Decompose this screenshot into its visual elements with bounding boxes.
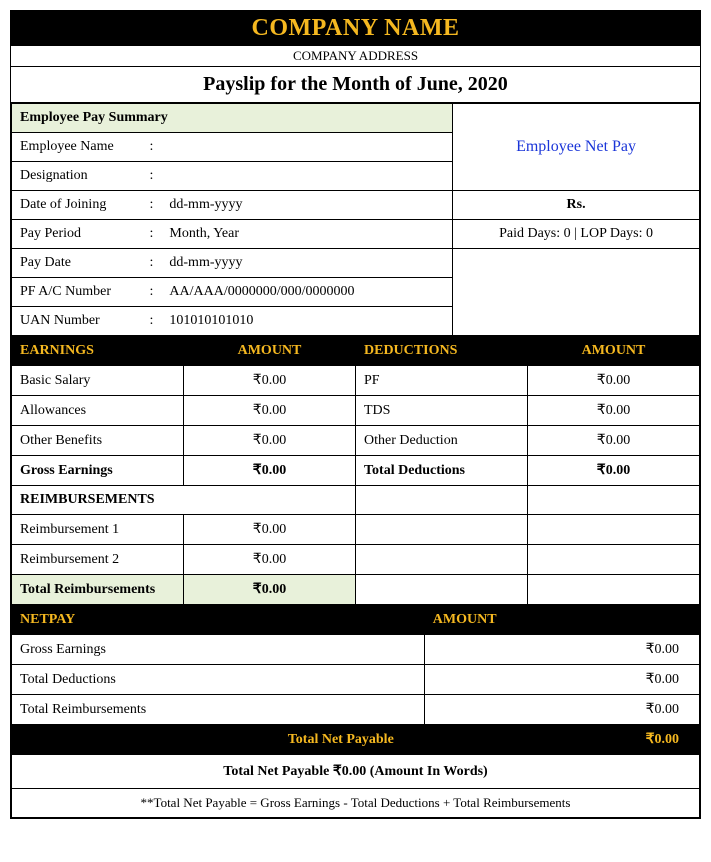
earnings-header: EARNINGS <box>12 337 184 366</box>
pay-date-label: Pay Date <box>12 249 142 278</box>
pay-period-label: Pay Period <box>12 220 142 249</box>
pf-value: AA/AAA/0000000/000/0000000 <box>161 278 452 307</box>
total-reimb-amount: ₹0.00 <box>184 575 356 605</box>
np-gross-amount: ₹0.00 <box>424 635 699 665</box>
deductions-amount-header: AMOUNT <box>528 337 700 366</box>
pf-ded-amount: ₹0.00 <box>528 366 700 396</box>
gross-earnings-amount: ₹0.00 <box>184 456 356 486</box>
np-gross-label: Gross Earnings <box>12 635 425 665</box>
designation-value <box>161 162 452 191</box>
netpay-amount-header: AMOUNT <box>424 606 699 635</box>
doj-value: dd-mm-yyyy <box>161 191 452 220</box>
np-ded-label: Total Deductions <box>12 665 425 695</box>
uan-label: UAN Number <box>12 307 142 336</box>
total-net-payable-amount: ₹0.00 <box>424 725 699 755</box>
formula-note: **Total Net Payable = Gross Earnings - T… <box>12 789 700 818</box>
designation-label: Designation <box>12 162 142 191</box>
company-name-header: COMPANY NAME <box>11 11 700 46</box>
payslip-document: COMPANY NAME COMPANY ADDRESS Payslip for… <box>10 10 701 819</box>
basic-salary-label: Basic Salary <box>12 366 184 396</box>
total-net-payable-label: Total Net Payable <box>12 725 425 755</box>
pay-period-value: Month, Year <box>161 220 452 249</box>
employee-summary-table: Employee Pay Summary Employee Net Pay Em… <box>11 103 700 336</box>
earnings-deductions-table: EARNINGS AMOUNT DEDUCTIONS AMOUNT Basic … <box>11 336 700 605</box>
pf-ded-label: PF <box>356 366 528 396</box>
amount-in-words: Total Net Payable ₹0.00 (Amount In Words… <box>12 755 700 789</box>
reimb2-amount: ₹0.00 <box>184 545 356 575</box>
other-benefits-amount: ₹0.00 <box>184 426 356 456</box>
tds-label: TDS <box>356 396 528 426</box>
other-benefits-label: Other Benefits <box>12 426 184 456</box>
deductions-header: DEDUCTIONS <box>356 337 528 366</box>
uan-value: 101010101010 <box>161 307 452 336</box>
payslip-title: Payslip for the Month of June, 2020 <box>11 67 700 103</box>
np-reimb-label: Total Reimbursements <box>12 695 425 725</box>
tds-amount: ₹0.00 <box>528 396 700 426</box>
gross-earnings-label: Gross Earnings <box>12 456 184 486</box>
rs-label: Rs. <box>453 191 700 220</box>
allowances-amount: ₹0.00 <box>184 396 356 426</box>
earnings-amount-header: AMOUNT <box>184 337 356 366</box>
allowances-label: Allowances <box>12 396 184 426</box>
emp-name-label: Employee Name <box>12 133 142 162</box>
employee-net-pay-title: Employee Net Pay <box>453 104 700 191</box>
doj-label: Date of Joining <box>12 191 142 220</box>
reimb1-amount: ₹0.00 <box>184 515 356 545</box>
summary-header: Employee Pay Summary <box>12 104 453 133</box>
pf-label: PF A/C Number <box>12 278 142 307</box>
other-deduction-label: Other Deduction <box>356 426 528 456</box>
netpay-header: NETPAY <box>12 606 425 635</box>
pay-date-value: dd-mm-yyyy <box>161 249 452 278</box>
total-reimb-label: Total Reimbursements <box>12 575 184 605</box>
company-address: COMPANY ADDRESS <box>11 46 700 67</box>
np-reimb-amount: ₹0.00 <box>424 695 699 725</box>
reimb1-label: Reimbursement 1 <box>12 515 184 545</box>
basic-salary-amount: ₹0.00 <box>184 366 356 396</box>
emp-name-value <box>161 133 452 162</box>
total-deductions-amount: ₹0.00 <box>528 456 700 486</box>
reimb2-label: Reimbursement 2 <box>12 545 184 575</box>
days-info: Paid Days: 0 | LOP Days: 0 <box>453 220 700 249</box>
total-deductions-label: Total Deductions <box>356 456 528 486</box>
np-ded-amount: ₹0.00 <box>424 665 699 695</box>
reimbursements-header: REIMBURSEMENTS <box>12 486 356 515</box>
netpay-table: NETPAY AMOUNT Gross Earnings ₹0.00 Total… <box>11 605 700 818</box>
other-deduction-amount: ₹0.00 <box>528 426 700 456</box>
